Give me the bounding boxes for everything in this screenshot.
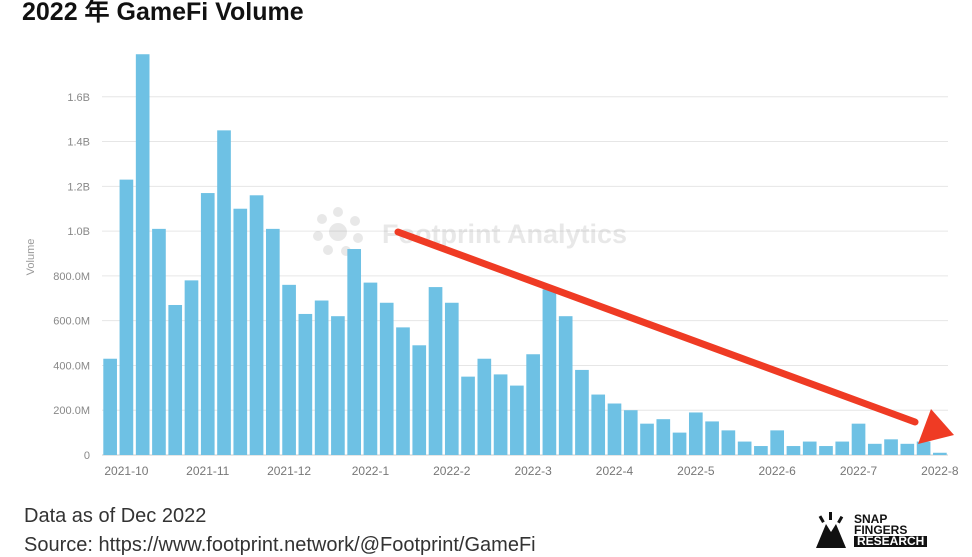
volume-bar <box>233 208 248 455</box>
y-tick-labels: 0 200.0M 400.0M 600.0M 800.0M 1.0B 1.2B 1.4B 1.6… <box>53 92 90 462</box>
snap-fingers-logo-icon <box>816 512 846 548</box>
volume-bar <box>575 369 589 455</box>
volume-bar <box>331 316 345 455</box>
volume-bar <box>314 300 329 455</box>
y-tick-label: 800.0M <box>53 271 90 283</box>
volume-bar <box>184 280 199 455</box>
data-source-note: Source: https://www.footprint.network/@F… <box>24 534 536 556</box>
logo-line-3: RESEARCH <box>854 535 928 547</box>
y-tick-label: 600.0M <box>53 316 90 328</box>
y-tick-label: 1.2B <box>67 181 90 193</box>
y-tick-label: 400.0M <box>53 360 90 372</box>
x-tick-label: 2021-12 <box>267 464 311 478</box>
volume-bar <box>396 327 410 455</box>
volume-bar <box>119 179 134 455</box>
y-tick-label: 1.0B <box>67 226 90 238</box>
y-tick-label: 0 <box>84 450 90 462</box>
volume-bar <box>640 423 654 455</box>
volume-bar <box>493 374 508 455</box>
x-tick-label: 2022-6 <box>758 464 796 478</box>
volume-bar <box>591 394 606 455</box>
trend-arrow-shaft <box>394 228 919 426</box>
volume-bar <box>298 313 313 455</box>
volume-bar <box>819 446 833 455</box>
x-tick-label: 2021-10 <box>104 464 148 478</box>
y-tick-label: 1.4B <box>67 137 90 149</box>
x-tick-label: 2022-5 <box>677 464 715 478</box>
trend-arrow-head-icon <box>918 409 954 444</box>
x-tick-label: 2022-4 <box>596 464 634 478</box>
y-tick-label: 200.0M <box>53 405 90 417</box>
volume-bar <box>412 345 427 455</box>
volume-bar <box>168 304 183 455</box>
volume-bar <box>282 284 296 455</box>
volume-bar <box>607 403 622 455</box>
snap-fingers-research-logo: SNAP FINGERS RESEARCH <box>812 510 972 550</box>
volume-bar <box>135 54 150 456</box>
volume-bar <box>802 441 817 455</box>
volume-bar <box>249 195 264 456</box>
x-tick-label: 2022-7 <box>840 464 878 478</box>
volume-bar <box>754 446 768 455</box>
volume-bar <box>103 358 117 455</box>
y-axis-label: Volume <box>25 239 37 276</box>
volume-bar <box>672 432 687 455</box>
volume-bar <box>721 430 736 455</box>
volume-bar <box>428 287 443 455</box>
x-tick-label: 2021-11 <box>186 464 229 478</box>
x-tick-labels: 2021-10 2021-11 2021-12 2022-1 2022-2 2022-3 2… <box>104 464 959 478</box>
volume-bar <box>867 443 882 455</box>
x-tick-label: 2022-2 <box>433 464 471 478</box>
watermark-text: Footprint Analytics <box>382 219 627 249</box>
logo-line-1: SNAP <box>854 512 888 526</box>
logo-line-2: FINGERS <box>854 523 908 537</box>
x-tick-label: 2022-1 <box>352 464 390 478</box>
volume-bar <box>705 421 719 455</box>
volume-bar <box>770 430 785 455</box>
volume-bar <box>786 446 801 455</box>
footprint-logo-icon <box>313 207 363 256</box>
volume-bar <box>363 282 378 455</box>
volume-bar <box>379 302 394 455</box>
volume-bar <box>884 439 898 455</box>
volume-bar <box>444 302 459 455</box>
volume-bar <box>542 289 557 455</box>
page-title: 2022 年 GameFi Volume <box>22 0 304 26</box>
volume-bar <box>558 316 573 455</box>
volume-bar <box>688 412 703 455</box>
x-tick-label: 2022-3 <box>514 464 552 478</box>
bars <box>103 54 947 456</box>
volume-bar <box>526 354 540 455</box>
volume-bar <box>900 443 915 455</box>
volume-bar <box>851 423 866 455</box>
trend-arrow <box>394 228 954 444</box>
volume-bar <box>152 228 166 455</box>
volume-bar-chart: Footprint Analytics 0 200.0M 400.0M 600.0M 8… <box>25 54 959 478</box>
volume-bar <box>200 193 215 456</box>
volume-bar <box>510 385 524 455</box>
volume-bar <box>217 130 231 456</box>
volume-bar <box>265 228 280 455</box>
volume-bar <box>933 452 947 455</box>
y-tick-label: 1.6B <box>67 92 90 104</box>
x-tick-label: 2022-8 <box>921 464 959 478</box>
volume-bar <box>916 441 931 455</box>
volume-bar <box>737 441 752 455</box>
volume-bar <box>477 358 492 455</box>
volume-bar <box>461 376 475 455</box>
volume-bar <box>347 249 362 455</box>
data-date-note: Data as of Dec 2022 <box>24 505 207 527</box>
volume-bar <box>835 441 850 455</box>
volume-bar <box>656 419 671 455</box>
volume-bar <box>623 410 638 455</box>
